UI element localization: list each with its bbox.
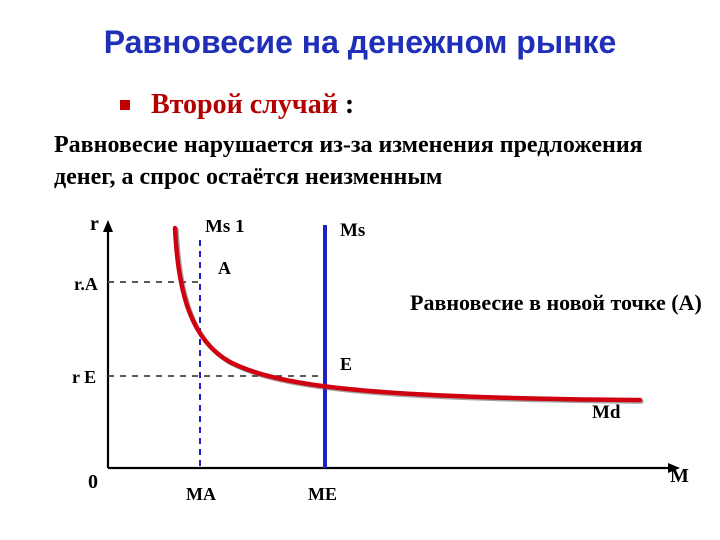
- svg-text:MA: MA: [186, 484, 216, 504]
- bullet-icon: [120, 100, 130, 110]
- title-text: Равновесие на денежном рынке: [104, 24, 617, 60]
- chart: r r.A r E 0 MA ME M Ms 1 Ms A E Md: [40, 220, 700, 520]
- svg-text:r E: r E: [72, 367, 96, 387]
- equilibrium-annotation: Равновесие в новой точке (А): [410, 290, 702, 316]
- description: Равновесие нарушается из-за изменения пр…: [0, 129, 720, 194]
- annotation-text: Равновесие в новой точке (А): [410, 290, 702, 315]
- svg-text:Md: Md: [592, 402, 621, 423]
- description-text: Равновесие нарушается из-за изменения пр…: [54, 132, 643, 190]
- svg-text:r.A: r.A: [74, 274, 98, 294]
- svg-text:0: 0: [88, 471, 98, 493]
- chart-svg: r r.A r E 0 MA ME M Ms 1 Ms A E Md: [40, 220, 700, 520]
- svg-text:Ms: Ms: [340, 220, 365, 241]
- svg-text:E: E: [340, 354, 352, 374]
- svg-text:Ms 1: Ms 1: [205, 220, 245, 237]
- page-title: Равновесие на денежном рынке: [0, 0, 720, 61]
- svg-text:r: r: [90, 220, 99, 235]
- svg-text:ME: ME: [308, 484, 337, 504]
- svg-text:M: M: [670, 465, 689, 487]
- svg-text:A: A: [218, 258, 231, 278]
- subtitle-suffix: :: [345, 89, 354, 120]
- subtitle-text: Второй случай: [151, 89, 338, 120]
- subtitle-row: Второй случай :: [0, 89, 720, 121]
